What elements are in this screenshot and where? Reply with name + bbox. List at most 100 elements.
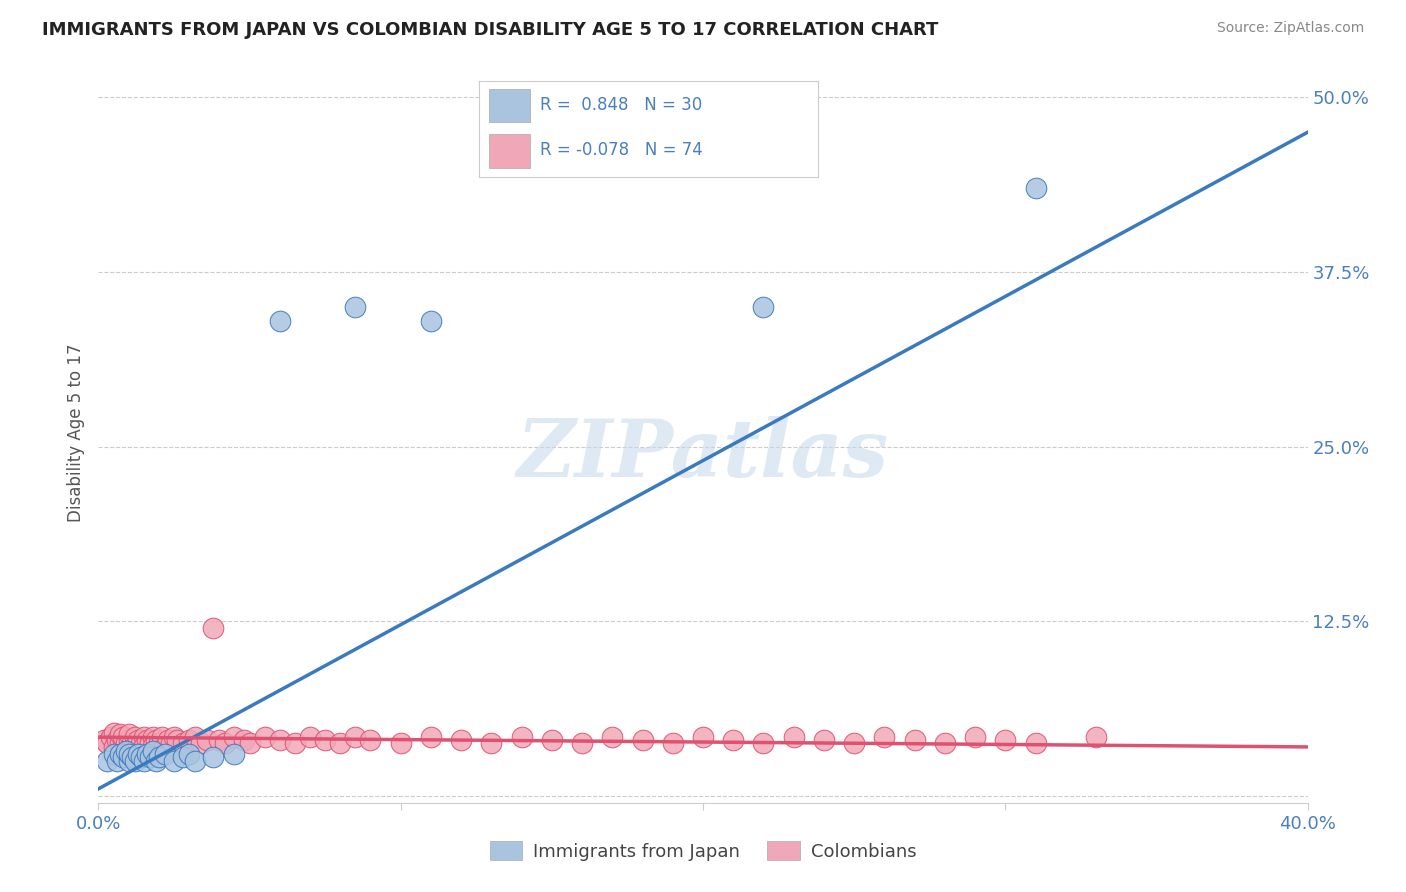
Point: [135, 747, 157, 761]
Point: [100, 730, 122, 744]
Point: [132, 730, 155, 744]
Point: [111, 739, 134, 753]
Point: [239, 736, 262, 750]
Point: [129, 749, 152, 764]
Point: [965, 730, 987, 744]
Point: [994, 733, 1017, 747]
Point: [118, 754, 141, 768]
Point: [602, 730, 624, 744]
Point: [163, 730, 186, 744]
Point: [360, 733, 382, 747]
Point: [344, 730, 367, 744]
Point: [135, 733, 157, 747]
Point: [118, 747, 141, 761]
Point: [661, 736, 683, 750]
Point: [450, 733, 472, 747]
Point: [150, 730, 173, 744]
Text: Source: ZipAtlas.com: Source: ZipAtlas.com: [1216, 21, 1364, 35]
Point: [153, 747, 176, 761]
Point: [420, 314, 443, 328]
Point: [232, 733, 254, 747]
Legend: Immigrants from Japan, Colombians: Immigrants from Japan, Colombians: [482, 834, 924, 868]
Point: [314, 733, 336, 747]
Point: [139, 749, 162, 764]
Point: [153, 739, 176, 753]
Point: [163, 754, 186, 768]
Point: [166, 733, 188, 747]
Point: [1024, 736, 1046, 750]
Point: [148, 736, 170, 750]
Point: [904, 733, 927, 747]
Point: [1085, 730, 1108, 744]
Point: [631, 733, 654, 747]
Point: [844, 736, 866, 750]
Point: [160, 736, 183, 750]
Point: [692, 730, 714, 744]
Text: IMMIGRANTS FROM JAPAN VS COLOMBIAN DISABILITY AGE 5 TO 17 CORRELATION CHART: IMMIGRANTS FROM JAPAN VS COLOMBIAN DISAB…: [42, 21, 939, 38]
Point: [481, 736, 503, 750]
Point: [723, 733, 745, 747]
Point: [145, 754, 167, 768]
Point: [420, 730, 443, 744]
Point: [813, 733, 835, 747]
Point: [105, 754, 128, 768]
Point: [571, 736, 593, 750]
Point: [103, 739, 125, 754]
Point: [145, 733, 167, 747]
Point: [329, 736, 352, 750]
Point: [172, 736, 194, 750]
Point: [103, 726, 125, 740]
Point: [108, 747, 131, 761]
Point: [118, 733, 141, 747]
Point: [129, 736, 152, 750]
Point: [510, 730, 533, 744]
Point: [208, 733, 231, 747]
Point: [269, 314, 291, 328]
Point: [111, 749, 134, 764]
Point: [96, 736, 118, 750]
Point: [108, 727, 131, 741]
Y-axis label: Disability Age 5 to 17: Disability Age 5 to 17: [66, 343, 84, 522]
Point: [105, 733, 128, 747]
Point: [127, 747, 149, 761]
Point: [184, 730, 207, 744]
Point: [224, 747, 246, 761]
Point: [184, 754, 207, 768]
Point: [284, 736, 307, 750]
Point: [299, 730, 322, 744]
Point: [752, 300, 775, 314]
Point: [934, 736, 956, 750]
Point: [142, 730, 165, 744]
Text: ZIPatlas: ZIPatlas: [517, 416, 889, 493]
Point: [93, 733, 115, 747]
Point: [118, 727, 141, 741]
Point: [224, 730, 246, 744]
Point: [783, 730, 806, 744]
Point: [124, 739, 146, 753]
Point: [190, 736, 212, 750]
Point: [389, 736, 412, 750]
Point: [96, 754, 118, 768]
Point: [202, 749, 225, 764]
Point: [121, 736, 143, 750]
Point: [172, 749, 194, 764]
Point: [1024, 181, 1046, 195]
Point: [124, 754, 146, 768]
Point: [111, 730, 134, 744]
Point: [156, 733, 179, 747]
Point: [124, 730, 146, 744]
Point: [114, 744, 136, 758]
Point: [148, 749, 170, 764]
Point: [142, 744, 165, 758]
Point: [179, 747, 201, 761]
Point: [142, 739, 165, 753]
Point: [139, 736, 162, 750]
Point: [752, 736, 775, 750]
Point: [344, 300, 367, 314]
Point: [121, 749, 143, 764]
Point: [202, 621, 225, 635]
Point: [873, 730, 896, 744]
Point: [253, 730, 276, 744]
Point: [179, 733, 201, 747]
Point: [114, 736, 136, 750]
